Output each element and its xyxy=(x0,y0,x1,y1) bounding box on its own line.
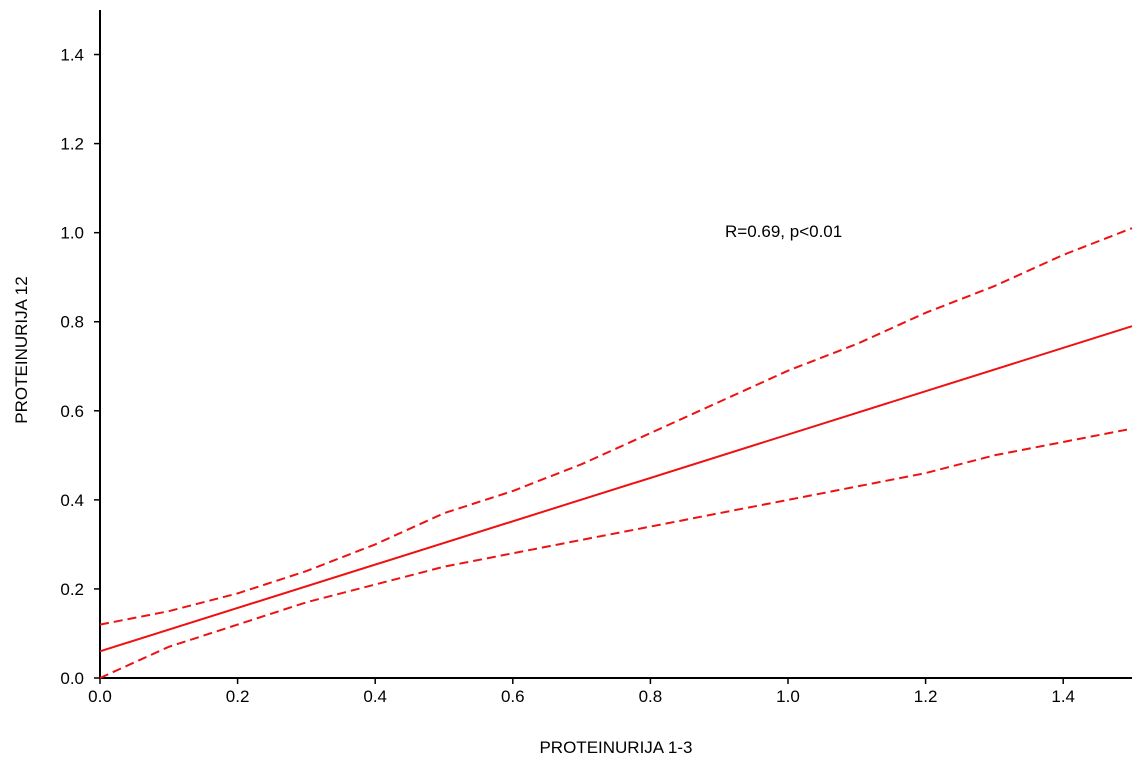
lower-confidence-line xyxy=(99,427,1133,679)
y-tick-label: 1.4 xyxy=(60,46,84,65)
y-tick-label: 0.4 xyxy=(60,491,84,510)
ticks: 0.0 0.2 0.4 0.6 0.8 1.0 1.2 1.4 0.0 0.2 0.4 0.6 0.8 1… xyxy=(60,46,1075,706)
y-tick-label: 0.8 xyxy=(60,313,84,332)
upper-confidence-line xyxy=(99,227,1133,626)
y-tick-label: 1.2 xyxy=(60,135,84,154)
x-axis-title: PROTEINURIJA 1-3 xyxy=(539,738,692,757)
axes xyxy=(99,10,1132,679)
x-tick-label: 0.4 xyxy=(363,687,387,706)
x-tick-label: 1.2 xyxy=(914,687,938,706)
series-lines xyxy=(99,227,1133,679)
x-tick-label: 1.4 xyxy=(1051,687,1075,706)
x-tick-label: 0.8 xyxy=(639,687,663,706)
y-tick-label: 0.6 xyxy=(60,402,84,421)
x-tick-label: 0.2 xyxy=(226,687,250,706)
x-tick-label: 1.0 xyxy=(776,687,800,706)
y-tick-label: 0.0 xyxy=(60,669,84,688)
y-tick-label: 0.2 xyxy=(60,580,84,599)
y-axis-title: PROTEINURIJA 12 xyxy=(12,276,31,423)
x-tick-label: 0.6 xyxy=(501,687,525,706)
y-tick-label: 1.0 xyxy=(60,224,84,243)
regression-line xyxy=(99,325,1133,653)
correlation-annotation: R=0.69, p<0.01 xyxy=(725,222,842,241)
x-tick-label: 0.0 xyxy=(88,687,112,706)
